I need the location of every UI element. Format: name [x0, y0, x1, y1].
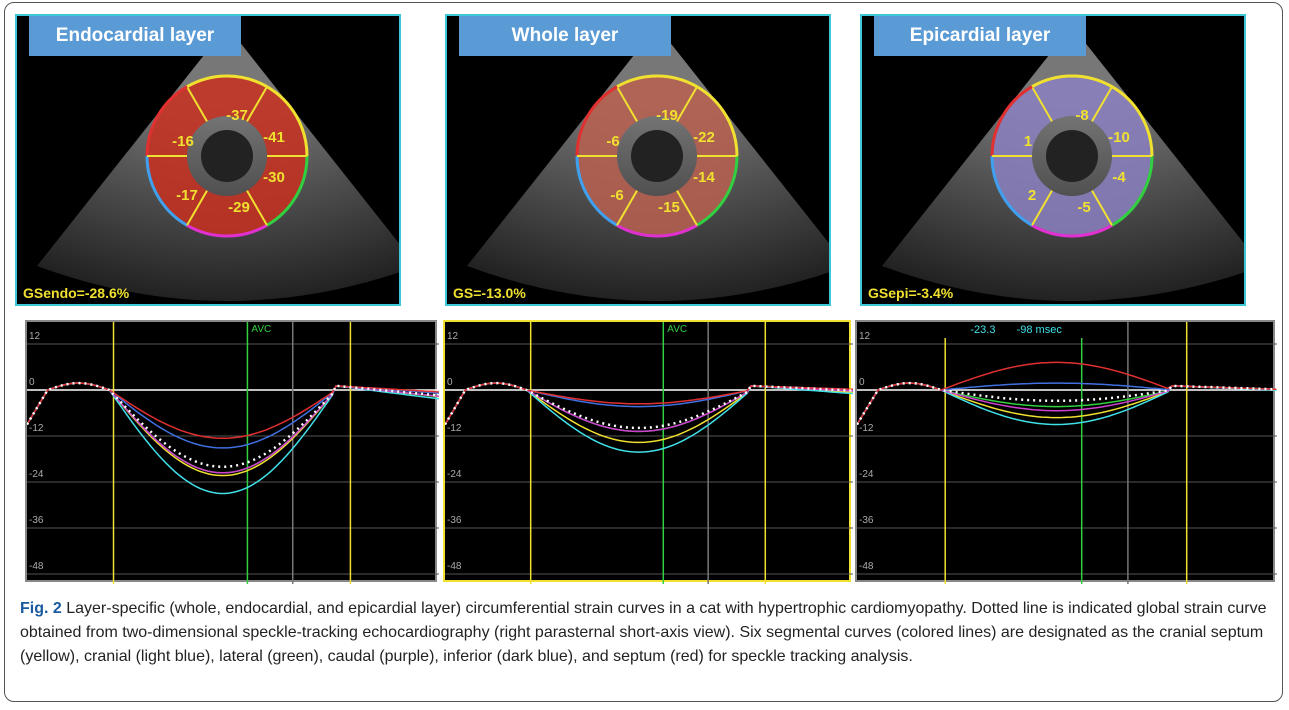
- y-tick-label: 12: [447, 331, 459, 342]
- segment-value: -10: [1108, 129, 1130, 146]
- y-tick-label: -48: [859, 561, 874, 572]
- y-tick-label: -24: [447, 469, 462, 480]
- lumen: [631, 130, 683, 182]
- segment-value: -5: [1077, 199, 1090, 216]
- y-tick-label: 0: [29, 377, 35, 388]
- readout-time: -98 msec: [1017, 324, 1063, 336]
- lumen: [1046, 130, 1098, 182]
- y-tick-label: 12: [29, 331, 41, 342]
- echo-image: -37 -41 -30 -29 -17 -16: [17, 16, 401, 306]
- segment-value: -14: [693, 169, 715, 186]
- segment-value: -37: [226, 107, 248, 124]
- segment-value: -29: [228, 199, 250, 216]
- segment-value: 1: [1024, 133, 1032, 150]
- avc-label: AVC: [251, 324, 271, 335]
- y-tick-label: -24: [29, 469, 44, 480]
- caption-label: Fig. 2: [20, 600, 62, 617]
- y-tick-label: -36: [859, 515, 874, 526]
- graph-canvas: 12 0 -12 -24 -36 -48 AVC: [27, 322, 439, 584]
- panel-title: Endocardial layer: [29, 16, 241, 56]
- caption-text: Layer-specific (whole, endocardial, and …: [20, 600, 1267, 665]
- segment-value: -15: [658, 199, 680, 216]
- segment-value: -41: [263, 129, 285, 146]
- panel-title: Epicardial layer: [874, 16, 1086, 56]
- y-tick-label: -12: [29, 423, 44, 434]
- echo-image: -19 -22 -14 -15 -6 -6: [447, 16, 831, 306]
- segment-value: -6: [610, 187, 623, 204]
- segment-value: -4: [1112, 169, 1126, 186]
- y-tick-label: -48: [29, 561, 44, 572]
- caption: Fig. 2 Layer-specific (whole, endocardia…: [20, 597, 1270, 669]
- echo-panel: -37 -41 -30 -29 -17 -16 Endocardial layer GSend…: [15, 14, 401, 306]
- y-tick-label: 0: [859, 377, 865, 388]
- y-tick-label: -12: [859, 423, 874, 434]
- global-strain: GS=-13.0%: [453, 285, 526, 301]
- global-strain: GSepi=-3.4%: [868, 285, 953, 301]
- y-tick-label: -36: [447, 515, 462, 526]
- segment-value: -16: [172, 133, 194, 150]
- strain-curve: [27, 383, 439, 475]
- segment-value: -6: [606, 133, 619, 150]
- y-tick-label: -36: [29, 515, 44, 526]
- strain-curve: [27, 383, 439, 473]
- strain-curve: [445, 383, 853, 442]
- readout-value: -23.3: [970, 324, 995, 336]
- lumen: [201, 130, 253, 182]
- graph-canvas: 12 0 -12 -24 -36 -48 AVC: [445, 322, 853, 584]
- global-strain-curve: [27, 383, 439, 467]
- strain-graph: 12 0 -12 -24 -36 -48 AVC: [443, 320, 851, 582]
- strain-curve: [27, 383, 439, 473]
- strain-graph: 12 0 -12 -24 -36 -48 AVC: [25, 320, 437, 582]
- panel-title: Whole layer: [459, 16, 671, 56]
- y-tick-label: -12: [447, 423, 462, 434]
- segment-value: 2: [1028, 187, 1036, 204]
- y-tick-label: -24: [859, 469, 874, 480]
- segment-value: -22: [693, 129, 715, 146]
- segment-value: -8: [1075, 107, 1088, 124]
- segment-value: -17: [176, 187, 198, 204]
- avc-label: AVC: [667, 324, 687, 335]
- y-tick-label: -48: [447, 561, 462, 572]
- segment-value: -30: [263, 169, 285, 186]
- segment-value: -19: [656, 107, 678, 124]
- echo-panel: -19 -22 -14 -15 -6 -6 Whole layer GS=-13.0%: [445, 14, 831, 306]
- global-strain: GSendo=-28.6%: [23, 285, 129, 301]
- strain-curve: [857, 362, 1277, 424]
- y-tick-label: 0: [447, 377, 453, 388]
- echo-panel: -8 -10 -4 -5 2 1 Epicardial layer GSepi=-3.4%: [860, 14, 1246, 306]
- y-tick-label: 12: [859, 331, 871, 342]
- page: {"panels": [ {"title": "Endocardial laye…: [0, 0, 1289, 710]
- echo-image: -8 -10 -4 -5 2 1: [862, 16, 1246, 306]
